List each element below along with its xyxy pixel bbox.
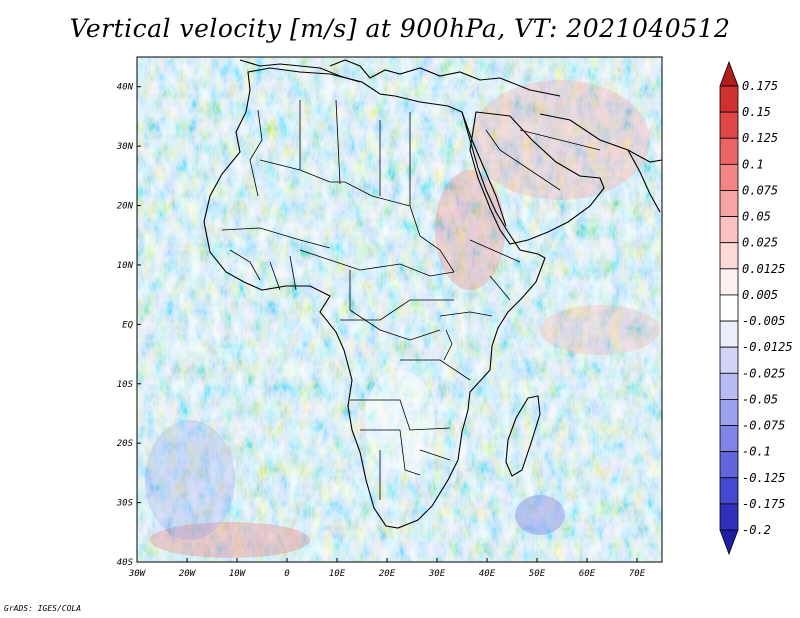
colorbar-label: 0.005 — [742, 288, 778, 302]
colorbar-cell — [719, 372, 739, 400]
colorbar-cell — [719, 451, 739, 479]
lat-tick-label: EQ — [122, 320, 133, 330]
lon-tick-label: 60E — [579, 569, 596, 579]
lon-tick-label: 30E — [428, 569, 446, 579]
colorbar-label: -0.075 — [742, 419, 785, 433]
colorbar-cell — [719, 242, 739, 270]
colorbar-cell — [719, 320, 739, 348]
colorbar-cell — [719, 216, 739, 244]
colorbar-cell — [719, 399, 739, 426]
longitude-ticks: 30W 20W 10W 0 10E 20E 30E 40E 50E 60E 70E — [128, 558, 646, 579]
lon-tick-label: 20W — [179, 569, 197, 579]
colorbar-label: 0.05 — [742, 210, 771, 224]
country-borders — [221, 99, 601, 500]
colorbar-cell — [719, 503, 739, 531]
lon-tick-label: 0 — [284, 569, 289, 579]
lon-tick-label: 10W — [229, 569, 247, 579]
coastlines — [203, 59, 662, 529]
lon-tick-label: 70E — [629, 569, 646, 579]
colorbar-label: -0.005 — [742, 314, 785, 328]
lat-tick-label: 40S — [117, 558, 134, 568]
colorbar-label: -0.175 — [742, 497, 785, 511]
colorbar-label: -0.0125 — [742, 340, 793, 354]
colorbar-cell — [719, 346, 739, 374]
velocity-field — [137, 57, 662, 562]
lon-tick-label: 10E — [329, 569, 346, 579]
lat-tick-label: 30S — [116, 499, 134, 509]
colorbar-label: -0.2 — [742, 523, 771, 537]
colorbar-label: -0.025 — [742, 366, 785, 380]
colorbar-cell — [719, 85, 739, 113]
lon-tick-label: 50E — [529, 569, 546, 579]
map-title: Vertical velocity [m/s] at 900hPa, VT: 2… — [69, 14, 731, 43]
colorbar-label: 0.1 — [742, 157, 764, 171]
lon-tick-label: 20E — [379, 569, 396, 579]
colorbar-cell — [719, 111, 739, 139]
plot-frame — [136, 56, 663, 563]
colorbar-label: 0.025 — [742, 236, 778, 250]
lat-tick-label: 20N — [117, 202, 134, 212]
colorbar-cell — [719, 477, 739, 505]
colorbar-cell — [719, 294, 739, 322]
colorbar-cell — [719, 268, 739, 296]
colorbar-top-arrow — [719, 60, 739, 87]
latitude-ticks: 40N 30N 20N 10N EQ 10S 20S 30S 40S — [116, 83, 141, 568]
colorbar-cell — [719, 137, 739, 165]
colorbar-cell — [719, 190, 739, 217]
colorbar-label: 0.075 — [742, 183, 778, 197]
colorbar-label: 0.175 — [742, 79, 778, 93]
lat-tick-label: 10S — [117, 380, 134, 390]
colorbar-cell — [719, 425, 739, 453]
lon-tick-label: 30W — [128, 569, 147, 579]
colorbar-label: -0.1 — [742, 445, 771, 459]
colorbar-label: -0.05 — [742, 392, 778, 406]
lon-tick-label: 40E — [479, 569, 496, 579]
grads-credit: GrADS: IGES/COLA — [4, 604, 82, 613]
colorbar-cell — [719, 163, 739, 191]
lat-tick-label: 30N — [116, 142, 134, 152]
colorbar-label: 0.0125 — [742, 262, 785, 276]
lat-tick-label: 40N — [117, 83, 134, 93]
colorbar-label: 0.125 — [742, 131, 778, 145]
colorbar-label: 0.15 — [742, 105, 771, 119]
colorbar-bottom-arrow — [719, 529, 739, 556]
colorbar-label: -0.125 — [742, 471, 785, 485]
lat-tick-label: 20S — [117, 439, 134, 449]
lat-tick-label: 10N — [117, 261, 134, 271]
